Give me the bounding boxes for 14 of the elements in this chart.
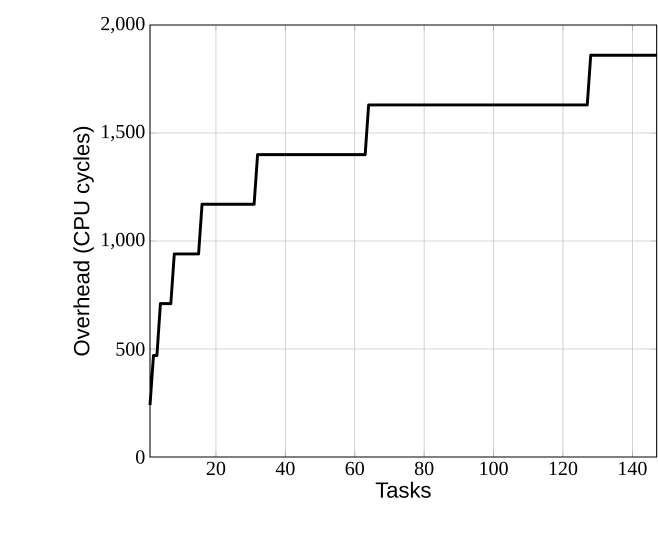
y-tick-label: 1,000 [102,232,145,250]
y-axis-title: Overhead (CPU cycles) [73,126,94,356]
x-tick-label: 40 [276,462,295,476]
x-tick-label: 140 [619,462,647,476]
x-tick-label: 100 [480,462,508,476]
y-tick-label: 2,000 [101,16,145,34]
x-tick-label: 20 [206,462,226,476]
x-tick-label: 80 [414,462,434,476]
y-tick-label: 500 [116,342,145,356]
x-tick-label: 120 [550,462,578,476]
y-tick-label: 0 [136,450,145,464]
x-axis-title: Tasks [376,482,431,498]
x-tick-label: 60 [346,462,364,476]
y-tick-label: 1,500 [102,124,145,142]
